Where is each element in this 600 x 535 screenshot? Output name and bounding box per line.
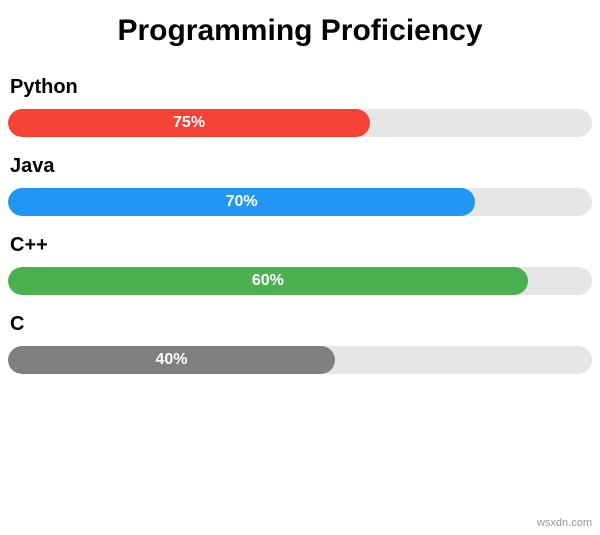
chart-container: Programming Proficiency Python 75% Java 70%… xyxy=(0,14,600,374)
progress-fill: 60% xyxy=(8,267,528,295)
progress-fill: 70% xyxy=(8,188,475,216)
progress-track: 70% xyxy=(8,188,592,216)
skill-label: Python xyxy=(8,76,592,99)
progress-fill: 75% xyxy=(8,109,370,137)
page-title: Programming Proficiency xyxy=(8,14,592,48)
skill-label: C xyxy=(8,313,592,336)
watermark-text: wsxdn.com xyxy=(537,517,592,529)
skill-block: Python 75% xyxy=(8,76,592,137)
skill-label: C++ xyxy=(8,234,592,257)
progress-fill: 40% xyxy=(8,346,335,374)
skills-list: Python 75% Java 70% C++ 60% C 40% xyxy=(8,76,592,374)
progress-track: 75% xyxy=(8,109,592,137)
skill-block: C 40% xyxy=(8,313,592,374)
progress-track: 60% xyxy=(8,267,592,295)
skill-block: Java 70% xyxy=(8,155,592,216)
skill-label: Java xyxy=(8,155,592,178)
skill-block: C++ 60% xyxy=(8,234,592,295)
progress-track: 40% xyxy=(8,346,592,374)
